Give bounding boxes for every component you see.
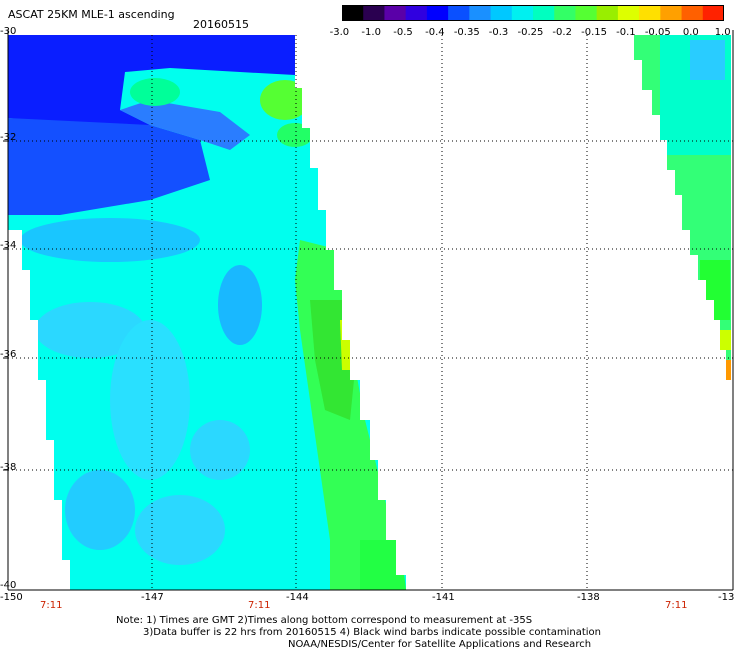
lat-label-38: -38 bbox=[0, 462, 17, 473]
colorbar-segment bbox=[681, 5, 704, 21]
lon-label-138: -138 bbox=[577, 592, 600, 603]
colorbar-segment bbox=[511, 5, 534, 21]
lon-label-147: -147 bbox=[141, 592, 164, 603]
colorbar-tick-label: -0.3 bbox=[488, 27, 509, 38]
colorbar-segment bbox=[363, 5, 386, 21]
colorbar-segment bbox=[554, 5, 577, 21]
footer-credit: NOAA/NESDIS/Center for Satellite Applica… bbox=[288, 639, 592, 650]
footer-note-1: Note: 1) Times are GMT 2)Times along bot… bbox=[116, 615, 533, 626]
colorbar-segment bbox=[596, 5, 619, 21]
lat-label-36: -36 bbox=[0, 349, 17, 360]
lat-label-34: -34 bbox=[0, 240, 17, 251]
colorbar-segment bbox=[702, 5, 724, 21]
colorbar-segment bbox=[448, 5, 470, 21]
colorbar-segment bbox=[575, 5, 598, 21]
colorbar-segment bbox=[660, 5, 683, 21]
colorbar-tick-label: -0.5 bbox=[393, 27, 413, 38]
lat-label-30: -30 bbox=[0, 26, 17, 37]
colorbar-segment bbox=[490, 5, 513, 21]
lon-label-144: -144 bbox=[286, 592, 309, 603]
colorbar-segment bbox=[405, 5, 428, 21]
lat-label-40: -40 bbox=[0, 580, 17, 591]
figure-date: 20160515 bbox=[193, 18, 249, 31]
colorbar bbox=[342, 5, 724, 21]
colorbar-tick-label: -1.0 bbox=[361, 27, 381, 38]
left-swath bbox=[8, 35, 406, 590]
lon-label-135: -13 bbox=[718, 592, 735, 603]
time-label-right: 7:11 bbox=[665, 600, 688, 611]
grid-lines bbox=[8, 35, 733, 588]
footer-note-2: 3)Data buffer is 22 hrs from 20160515 4)… bbox=[143, 627, 601, 638]
colorbar-tick-label: -0.4 bbox=[425, 27, 445, 38]
time-label-mid: 7:11 bbox=[248, 600, 271, 611]
lon-label-141: -141 bbox=[432, 592, 455, 603]
colorbar-tick-label: -0.1 bbox=[616, 27, 636, 38]
colorbar-tick-label: -0.15 bbox=[581, 27, 608, 38]
colorbar-tick-label: 0.0 bbox=[682, 27, 699, 38]
axes bbox=[3, 30, 734, 591]
colorbar-segment bbox=[533, 5, 555, 21]
colorbar-tick-label: -0.35 bbox=[453, 27, 480, 38]
colorbar-segments bbox=[342, 5, 724, 21]
colorbar-segment bbox=[342, 5, 364, 21]
colorbar-segment bbox=[639, 5, 661, 21]
colorbar-tick-label: -0.25 bbox=[517, 27, 544, 38]
colorbar-segment bbox=[426, 5, 449, 21]
colorbar-segment bbox=[469, 5, 492, 21]
figure-title: ASCAT 25KM MLE-1 ascending bbox=[8, 8, 175, 21]
colorbar-tick-label: -3.0 bbox=[329, 27, 350, 38]
right-swath bbox=[634, 35, 731, 380]
colorbar-segment bbox=[384, 5, 407, 21]
lon-label-150: -150 bbox=[0, 592, 23, 603]
colorbar-tick-label: -0.05 bbox=[644, 27, 671, 38]
colorbar-tick-label: 1.0 bbox=[714, 27, 731, 38]
colorbar-tick-label: -0.2 bbox=[552, 27, 572, 38]
lat-label-32: -32 bbox=[0, 132, 17, 143]
colorbar-segment bbox=[617, 5, 640, 21]
time-label-left: 7:11 bbox=[40, 600, 63, 611]
